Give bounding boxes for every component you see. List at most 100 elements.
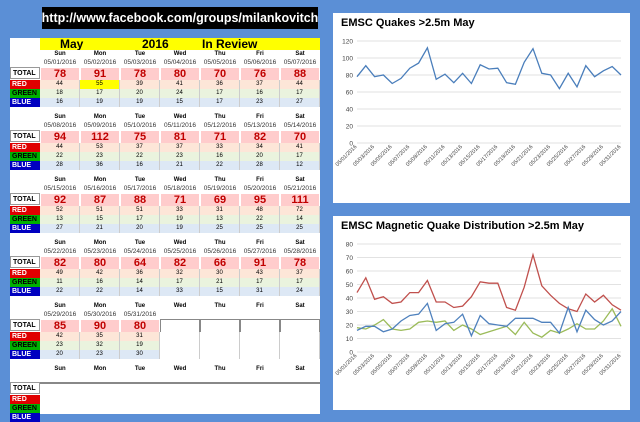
dates-row: 05/29/2016 05/30/2016 05/31/2016: [40, 310, 320, 319]
day-name: Sat: [280, 113, 320, 121]
day-name: Tue: [120, 50, 160, 58]
green-cell: 16: [80, 278, 120, 287]
dates-row: 05/01/2016 05/02/2016 05/03/2016 05/04/2016…: [40, 58, 320, 67]
red-label: RED: [10, 143, 40, 152]
date-cell: 05/13/2016: [240, 121, 280, 130]
day-name: Fri: [240, 239, 280, 247]
blue-cell: 25: [200, 224, 240, 233]
date-cell: 05/23/2016: [80, 247, 120, 256]
red-cell: 52: [40, 206, 80, 215]
total-cell: 82: [240, 130, 280, 144]
day-name: Fri: [240, 50, 280, 58]
y-tick-label: 20: [346, 124, 354, 131]
red-label: RED: [10, 80, 40, 89]
chart-title: EMSC Magnetic Quake Distribution >2.5m M…: [341, 220, 584, 232]
day-name: Mon: [80, 302, 120, 310]
day-name: Mon: [80, 50, 120, 58]
total-cell: 78: [280, 256, 320, 270]
red-cell: 37: [280, 269, 320, 278]
date-cell: 05/02/2016: [80, 58, 120, 67]
date-cell: 05/26/2016: [200, 247, 240, 256]
blue-label: BLUE: [10, 224, 40, 233]
date-cell: 05/04/2016: [160, 58, 200, 67]
blue-cell: 14: [120, 287, 160, 296]
total-cell: [160, 319, 200, 333]
day-names-row: Sun Mon Tue Wed Thu Fri Sat: [40, 239, 320, 247]
red-cell: [200, 332, 240, 341]
blue-row: 20 23 30: [40, 350, 320, 359]
total-cell: [240, 382, 280, 384]
blue-cell: 33: [160, 287, 200, 296]
green-cell: 19: [120, 341, 160, 350]
day-name: Mon: [80, 113, 120, 121]
red-cell: [280, 332, 320, 341]
green-cell: 20: [240, 152, 280, 161]
series-line: [356, 307, 622, 338]
y-tick-label: 70: [346, 255, 354, 262]
green-label: GREEN: [10, 89, 40, 98]
green-cell: 17: [80, 89, 120, 98]
blue-cell: 28: [40, 161, 80, 170]
blue-cell: 20: [40, 350, 80, 359]
blue-cell: 20: [120, 224, 160, 233]
red-cell: 53: [80, 143, 120, 152]
total-cell: 75: [120, 130, 160, 144]
blue-cell: 21: [80, 224, 120, 233]
day-name: Sun: [40, 113, 80, 121]
red-cell: 30: [200, 269, 240, 278]
year-label: 2016: [142, 37, 169, 51]
y-tick-label: 0: [349, 350, 353, 357]
blue-cell: 23: [240, 98, 280, 107]
total-cell: 88: [120, 193, 160, 207]
total-cell: 81: [160, 130, 200, 144]
green-cell: 17: [280, 152, 320, 161]
blue-cell: 21: [160, 161, 200, 170]
chart-title: EMSC Quakes >2.5m May: [341, 17, 475, 29]
date-cell: 05/28/2016: [280, 247, 320, 256]
date-cell: 05/06/2016: [240, 58, 280, 67]
blue-cell: 19: [160, 224, 200, 233]
blue-label: BLUE: [10, 413, 40, 422]
date-cell: 05/24/2016: [120, 247, 160, 256]
total-cell: 87: [80, 193, 120, 207]
blue-cell: 16: [40, 98, 80, 107]
blue-cell: 25: [280, 224, 320, 233]
total-cell: 71: [200, 130, 240, 144]
red-cell: 44: [40, 143, 80, 152]
blue-row: 27 21 20 19 25 25 25: [40, 224, 320, 233]
date-cell: 05/10/2016: [120, 121, 160, 130]
y-tick-label: 60: [346, 269, 354, 276]
total-cell: 69: [200, 193, 240, 207]
total-cell: 88: [280, 67, 320, 81]
blue-label: BLUE: [10, 98, 40, 107]
red-cell: [160, 332, 200, 341]
red-cell: 42: [40, 332, 80, 341]
total-cell: 78: [120, 67, 160, 81]
red-cell: 44: [280, 80, 320, 89]
day-name: Wed: [160, 176, 200, 184]
green-cell: 17: [280, 278, 320, 287]
y-tick-label: 80: [346, 73, 354, 80]
facebook-url-banner[interactable]: http://www.facebook.com/groups/milankovi…: [42, 7, 318, 29]
blue-cell: 17: [200, 98, 240, 107]
red-cell: 39: [120, 80, 160, 89]
date-cell: 05/25/2016: [160, 247, 200, 256]
total-cell: 82: [160, 256, 200, 270]
status-label: In Review: [202, 37, 258, 51]
total-cell: [200, 319, 240, 333]
date-cell: 05/22/2016: [40, 247, 80, 256]
date-cell: 05/01/2016: [40, 58, 80, 67]
red-row: 44 55 39 41 36 37 44: [40, 80, 320, 89]
green-cell: 22: [120, 152, 160, 161]
total-row: [40, 382, 320, 384]
date-cell: [160, 310, 200, 319]
total-cell: [280, 382, 320, 384]
red-cell: 41: [280, 143, 320, 152]
red-cell: 49: [40, 269, 80, 278]
day-name: Mon: [80, 239, 120, 247]
day-name: Fri: [240, 176, 280, 184]
blue-cell: 27: [280, 98, 320, 107]
quakes-chart-panel: EMSC Quakes >2.5m May 0 20 40 60 80 100 120 05/…: [333, 13, 630, 203]
day-name: Sat: [280, 302, 320, 310]
blue-label: BLUE: [10, 161, 40, 170]
